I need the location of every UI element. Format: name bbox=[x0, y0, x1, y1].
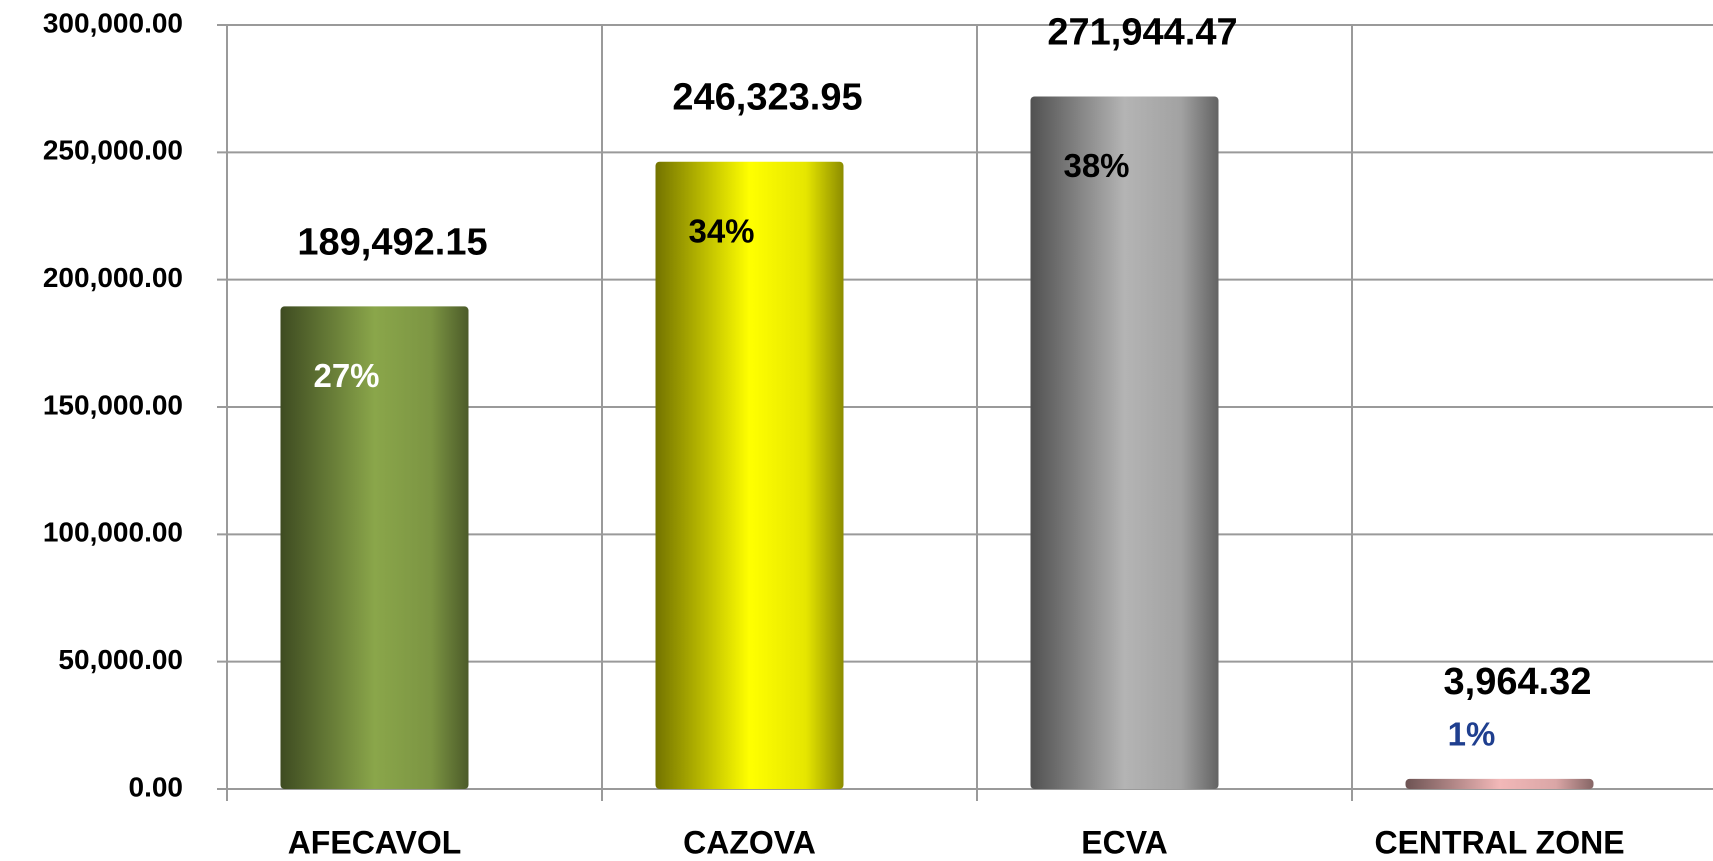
x-tick-label: AFECAVOL bbox=[288, 824, 462, 860]
y-tick-label: 250,000.00 bbox=[43, 135, 183, 166]
value-label: 189,492.15 bbox=[297, 221, 487, 263]
x-tick-label: CENTRAL ZONE bbox=[1374, 824, 1624, 860]
value-label: 246,323.95 bbox=[672, 77, 862, 119]
y-tick-label: 0.00 bbox=[129, 771, 184, 802]
y-tick-label: 50,000.00 bbox=[58, 644, 183, 675]
bar bbox=[280, 306, 469, 789]
bar bbox=[655, 161, 844, 789]
percent-label: 34% bbox=[688, 212, 754, 249]
bar bbox=[1405, 778, 1594, 789]
x-tick-label: ECVA bbox=[1081, 824, 1168, 860]
y-tick-label: 150,000.00 bbox=[43, 389, 183, 420]
y-tick-label: 300,000.00 bbox=[43, 7, 183, 38]
percent-label: 27% bbox=[313, 357, 379, 394]
value-label: 3,964.32 bbox=[1444, 661, 1592, 703]
percent-label: 1% bbox=[1448, 716, 1496, 753]
y-tick-label: 100,000.00 bbox=[43, 517, 183, 548]
bar bbox=[1030, 96, 1219, 790]
percent-label: 38% bbox=[1063, 147, 1129, 184]
value-label: 271,944.47 bbox=[1047, 11, 1237, 53]
y-tick-label: 200,000.00 bbox=[43, 262, 183, 293]
x-tick-label: CAZOVA bbox=[683, 824, 816, 860]
